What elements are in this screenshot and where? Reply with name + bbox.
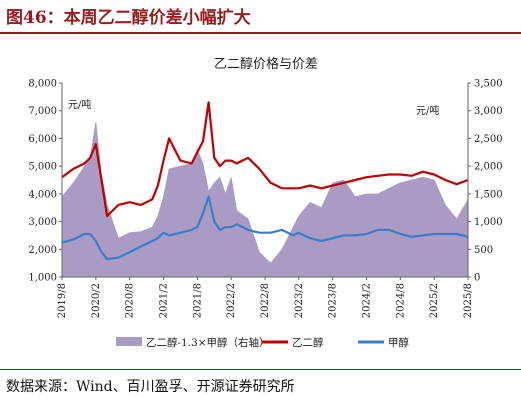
y-right-tick-label: 1,500 [474,189,503,200]
y-right-tick-label: 1,000 [474,217,503,228]
x-tick-label: 2020/2 [91,283,102,318]
legend-item-spread-swatch [116,337,142,346]
legend-item-meg-label: 乙二醇 [292,336,324,349]
header-rule [0,32,521,34]
y-right-tick-label: 0 [474,273,480,284]
source-note: 数据来源：Wind、百川盈孚、开源证券研究所 [6,379,295,395]
y-right-tick-label: 500 [474,245,493,256]
legend-item-methanol-label: 甲醇 [388,336,409,349]
x-tick-label: 2022/8 [260,283,271,318]
plot-area [61,101,469,278]
series-spread-area [61,121,469,278]
x-tick-label: 2023/2 [294,283,305,318]
y-left-tick-label: 2,000 [28,245,57,256]
x-tick-label: 2019/8 [57,283,68,318]
x-tick-label: 2025/8 [463,283,474,318]
y-right-unit: 元/吨 [416,104,439,117]
x-tick-label: 2024/8 [395,283,406,318]
y-left-tick-label: 7,000 [28,106,57,117]
x-tick-label: 2021/8 [192,283,203,318]
y-left-tick-label: 6,000 [28,134,57,145]
y-left-unit: 元/吨 [68,98,91,111]
chart: 乙二醇价格与价差 元/吨 元/吨 1,000 2,000 3,000 4,000 5,0… [28,56,502,349]
y-left-tick-label: 1,000 [28,273,57,284]
y-right-tick-label: 2,000 [474,162,503,173]
y-left-tick-label: 5,000 [28,162,57,173]
x-tick-label: 2021/2 [159,283,170,318]
series-meg-line [61,101,469,218]
legend-item-spread-label: 乙二醇-1.3×甲醇（右轴） [146,336,270,349]
y-left-tick-label: 4,000 [28,189,57,200]
legend: 乙二醇-1.3×甲醇（右轴） 乙二醇 甲醇 [116,336,409,349]
chart-title: 乙二醇价格与价差 [214,56,318,72]
figure-header: 图46：本周乙二醇价差小幅扩大 [0,0,521,34]
y-right-tick-label: 3,500 [474,79,503,90]
x-tick-label: 2023/8 [328,283,339,318]
figure-title: 图46：本周乙二醇价差小幅扩大 [6,8,251,28]
x-tick-label: 2024/2 [362,283,373,318]
y-left-tick-label: 8,000 [28,79,57,90]
y-right-tick-label: 2,500 [474,134,503,145]
footer-rule [0,369,521,370]
y-right-tick-label: 3,000 [474,106,503,117]
x-tick-label: 2022/2 [226,283,237,318]
series-methanol-line [61,195,469,261]
axes: 1,000 2,000 3,000 4,000 5,000 6,000 7,000 8,000… [28,79,502,319]
x-tick-label: 2020/8 [125,283,136,318]
y-left-tick-label: 3,000 [28,217,57,228]
x-tick-label: 2025/2 [429,283,440,318]
